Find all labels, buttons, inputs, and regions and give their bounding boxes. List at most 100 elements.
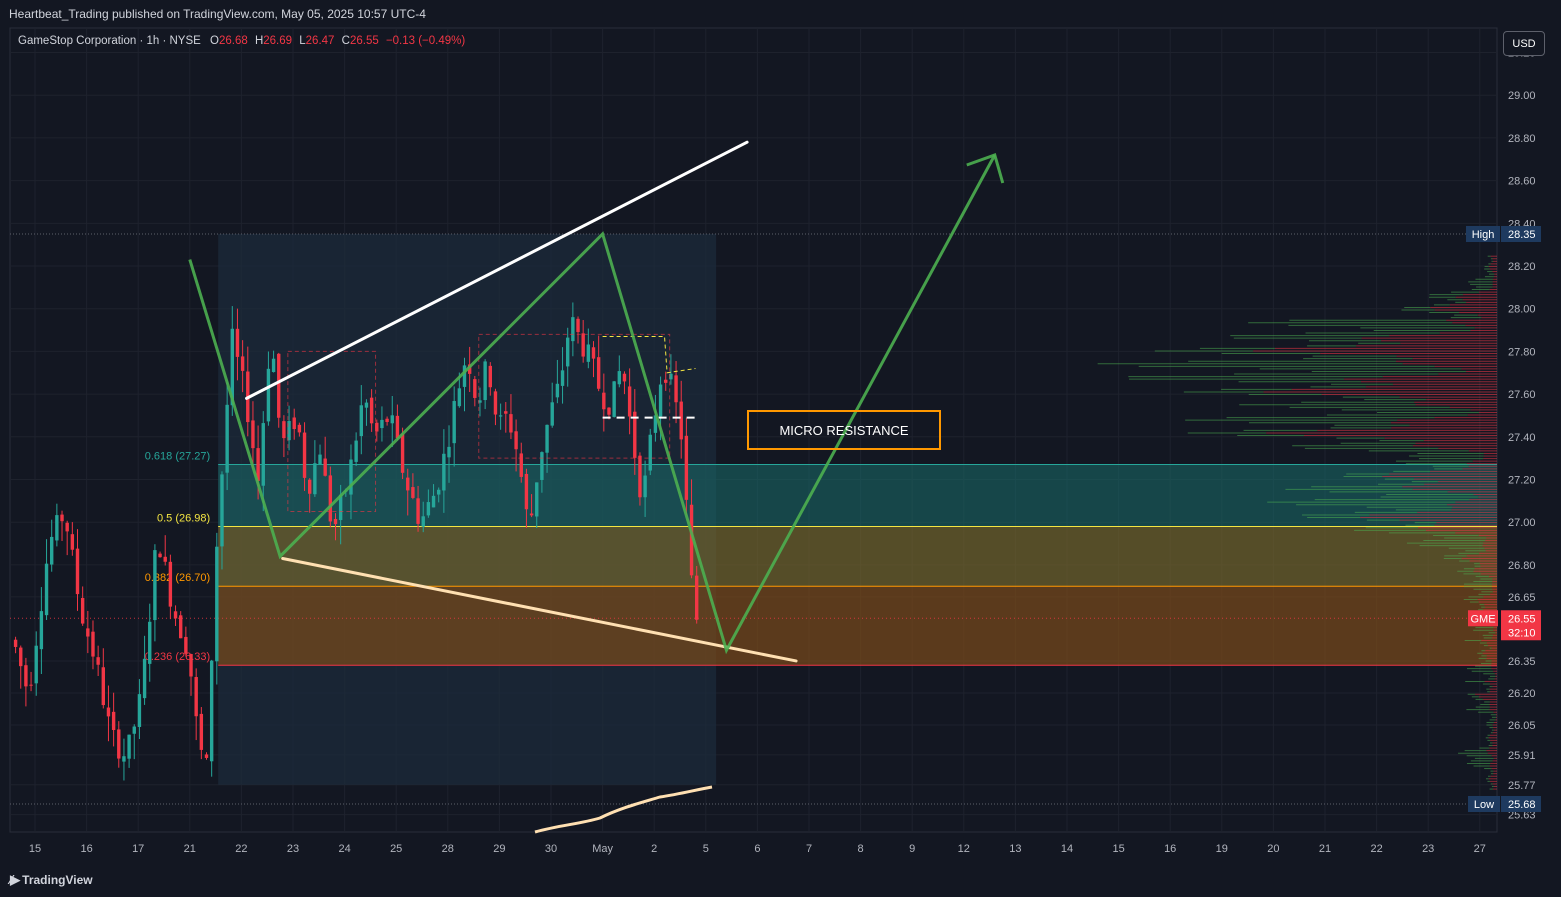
time-axis-tick: 9 <box>909 843 915 855</box>
price-axis-tick: 27.40 <box>1508 432 1536 444</box>
bar-countdown-label: 32:10 <box>1508 627 1536 639</box>
price-axis-tick: 26.20 <box>1508 688 1536 700</box>
time-axis-tick: 5 <box>703 843 709 855</box>
time-axis-tick: 14 <box>1061 843 1073 855</box>
candle-up <box>649 429 652 475</box>
footer-bar <box>0 867 1561 897</box>
time-axis-tick: 15 <box>29 843 41 855</box>
candle-up <box>153 544 156 641</box>
symbol-legend: GameStop Corporation · 1h · NYSE O26.68 … <box>18 35 465 47</box>
last-symbol-label: GME <box>1470 613 1495 625</box>
time-axis-tick: 30 <box>545 843 557 855</box>
candle-down <box>102 648 105 708</box>
candle-down <box>194 668 197 740</box>
open-label: O <box>210 35 219 47</box>
candle-down <box>117 721 120 768</box>
price-axis-tick: 26.35 <box>1508 656 1536 668</box>
cumulative-volume-curve <box>535 787 712 832</box>
fib-level-label: 0.618 (27.27) <box>145 451 210 463</box>
micro-resistance-label: MICRO RESISTANCE <box>779 423 908 438</box>
time-axis-tick: 27 <box>1474 843 1486 855</box>
time-axis-tick: 21 <box>184 843 196 855</box>
time-axis-tick: 22 <box>1370 843 1382 855</box>
fib-level-label: 0.5 (26.98) <box>157 512 210 524</box>
change-value: −0.13 (−0.49%) <box>386 35 465 47</box>
candle-down <box>91 620 94 669</box>
symbol-description: GameStop Corporation · 1h · NYSE <box>18 35 201 47</box>
candle-down <box>19 646 22 689</box>
low-tag-label: Low <box>1474 799 1494 811</box>
price-axis-tick: 28.80 <box>1508 133 1536 145</box>
time-axis-tick: 8 <box>858 843 864 855</box>
candle-down <box>65 521 68 555</box>
price-axis-tick: 27.00 <box>1508 517 1536 529</box>
candle-down <box>81 586 84 625</box>
candle-down <box>96 646 99 676</box>
candle-down <box>71 522 74 556</box>
candle-down <box>164 535 167 565</box>
price-axis-tick: 28.00 <box>1508 304 1536 316</box>
candle-down <box>158 552 161 558</box>
price-axis-tick: 27.20 <box>1508 475 1536 487</box>
candle-down <box>24 658 27 706</box>
price-axis-tick: 27.80 <box>1508 346 1536 358</box>
candle-up <box>133 724 136 759</box>
time-axis-tick: 25 <box>390 843 402 855</box>
candle-down <box>169 555 172 619</box>
candle-down <box>60 511 63 541</box>
candle-down <box>14 637 17 653</box>
time-axis-tick: 16 <box>1164 843 1176 855</box>
candle-up <box>210 660 213 777</box>
fib-zone-500-382 <box>218 526 1497 586</box>
arrow-head <box>967 155 1003 183</box>
price-axis-tick: 26.80 <box>1508 560 1536 572</box>
currency-button[interactable]: USD <box>1503 31 1545 56</box>
fib-level-label: 0.236 (26.33) <box>145 651 210 663</box>
close-value: 26.55 <box>350 35 379 47</box>
price-axis-tick: 25.91 <box>1508 750 1536 762</box>
candle-up <box>143 636 146 705</box>
time-axis-tick: 2 <box>651 843 657 855</box>
time-axis-tick: 20 <box>1267 843 1279 855</box>
low-value-label: 25.68 <box>1508 799 1536 811</box>
candle-up <box>215 533 218 685</box>
candle-down <box>200 707 203 759</box>
time-axis-tick: 23 <box>1422 843 1434 855</box>
price-axis-tick: 27.60 <box>1508 389 1536 401</box>
time-axis-tick: 21 <box>1319 843 1331 855</box>
candle-down <box>107 686 110 742</box>
candle-up <box>612 381 615 418</box>
time-axis-tick: 12 <box>958 843 970 855</box>
open-value: 26.68 <box>219 35 248 47</box>
price-axis-tick: 28.20 <box>1508 261 1536 273</box>
price-axis-tick: 28.60 <box>1508 176 1536 188</box>
candle-down <box>174 605 177 626</box>
tradingview-logo-icon: ⁄▶ <box>10 872 18 888</box>
time-axis-tick: 16 <box>80 843 92 855</box>
candle-down <box>112 693 115 747</box>
high-tag-label: High <box>1472 229 1495 241</box>
candle-down <box>76 529 79 611</box>
time-axis-tick: 13 <box>1009 843 1021 855</box>
low-value: 26.47 <box>306 35 335 47</box>
last-price-label: 26.55 <box>1508 613 1536 625</box>
time-axis-tick: 7 <box>806 843 812 855</box>
candle-down <box>205 752 208 759</box>
high-value-label: 28.35 <box>1508 229 1536 241</box>
candle-down <box>179 611 182 638</box>
time-axis-tick: 29 <box>493 843 505 855</box>
time-axis-tick: 17 <box>132 843 144 855</box>
time-axis-tick: 19 <box>1216 843 1228 855</box>
time-axis-tick: 24 <box>338 843 350 855</box>
candle-up <box>148 604 151 682</box>
fib-zone-382-236 <box>218 586 1497 665</box>
candle-down <box>277 353 280 428</box>
candle-down <box>184 627 187 657</box>
candle-up <box>122 739 125 781</box>
price-chart[interactable]: 0.618 (27.27) 0.5 (26.98) 0.382 (26.70) 0.2… <box>0 0 1561 867</box>
candle-up <box>127 734 130 767</box>
candle-up <box>55 504 58 547</box>
time-axis-tick: 22 <box>235 843 247 855</box>
candle-up <box>50 520 53 572</box>
fib-zone-618-500 <box>218 465 1497 527</box>
